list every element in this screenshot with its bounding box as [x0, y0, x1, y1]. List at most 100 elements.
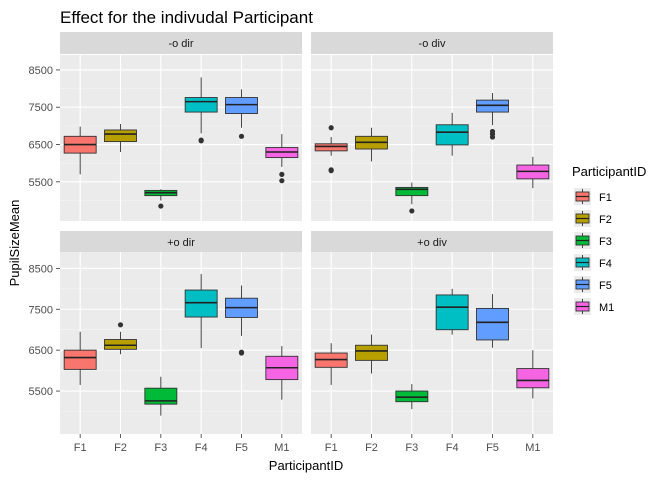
outlier-point: [328, 125, 334, 131]
box-f5: [476, 294, 509, 348]
facet-panel: -o div: [311, 32, 553, 221]
box-f5: [225, 89, 258, 139]
legend-item-f2: F2: [574, 210, 612, 227]
outlier-point: [198, 137, 204, 143]
x-tick-label: F4: [446, 442, 459, 454]
panel-background: [60, 252, 302, 434]
box-f4: [435, 288, 469, 335]
box-f1: [314, 343, 348, 385]
facet-strip-label: +o dir: [167, 237, 195, 249]
x-tick-label: F3: [405, 442, 418, 454]
outlier-point: [489, 134, 496, 140]
box-f1: [63, 126, 97, 175]
box-iqr: [144, 387, 178, 405]
outlier-point: [117, 322, 124, 328]
facet-panel: +o dir 5500 6500 7500 8500 F1 F2 F3 F4 F5 M1: [29, 231, 302, 454]
box-f1: [314, 125, 348, 174]
x-axis-title: ParticipantID: [269, 458, 343, 473]
box-iqr: [184, 289, 218, 318]
outlier-point: [238, 350, 245, 356]
facet-panels: -o dir 5500 6500 7500 8500 -o div +o dir 5500 65…: [29, 32, 553, 454]
box-iqr: [104, 129, 137, 142]
box-iqr: [395, 390, 429, 403]
box-f5: [225, 285, 258, 356]
box-iqr: [395, 186, 429, 197]
x-tick-label: F5: [235, 442, 248, 454]
box-m1: [516, 350, 550, 399]
facet-strip: [311, 231, 553, 253]
box-f1: [63, 331, 97, 385]
x-tick-label: M1: [274, 442, 289, 454]
box-iqr: [476, 307, 509, 341]
facet-panel: +o div F1 F2 F3 F4 F5 M1: [311, 231, 553, 454]
panel-background: [311, 252, 553, 434]
legend-label: M1: [599, 302, 614, 314]
legend-item-f5: F5: [574, 276, 612, 293]
y-tick-label: 7500: [29, 102, 53, 114]
legend-title: ParticipantID: [572, 164, 646, 179]
box-iqr: [314, 143, 348, 152]
x-tick-label: F3: [154, 442, 167, 454]
box-f2: [104, 124, 137, 152]
y-tick-label: 6500: [29, 140, 53, 152]
facet-strip: [60, 32, 302, 54]
panel-background: [60, 55, 302, 221]
y-tick-label: 8500: [29, 263, 53, 275]
legend-item-f1: F1: [574, 188, 612, 205]
x-tick-label: F2: [114, 442, 127, 454]
box-f2: [355, 334, 388, 374]
box-iqr: [184, 97, 218, 113]
facet-strip-label: -o div: [419, 38, 446, 50]
box-f4: [184, 77, 218, 144]
x-tick-label: F1: [325, 442, 338, 454]
outlier-point: [409, 208, 415, 214]
legend-label: F4: [599, 258, 612, 270]
box-f3: [395, 384, 429, 410]
facet-strip: [311, 32, 553, 54]
box-f2: [104, 322, 137, 355]
x-tick-label: F5: [486, 442, 499, 454]
box-m1: [265, 346, 299, 400]
box-f3: [144, 376, 178, 416]
legend-label: F5: [599, 280, 612, 292]
outlier-point: [328, 168, 334, 174]
box-f5: [476, 93, 509, 140]
facet-strip: [60, 231, 302, 253]
box-f3: [144, 189, 178, 209]
y-tick-label: 6500: [29, 345, 53, 357]
chart-title: Effect for the indivudal Participant: [60, 8, 313, 27]
box-f3: [395, 182, 429, 214]
legend-item-f3: F3: [574, 232, 612, 249]
legend-label: F2: [599, 214, 612, 226]
box-iqr: [355, 344, 388, 361]
box-iqr: [516, 368, 550, 389]
facet-panel: -o dir 5500 6500 7500 8500: [29, 32, 302, 221]
y-axis-title: PupilSizeMean: [7, 200, 22, 287]
box-iqr: [63, 349, 97, 370]
panel-background: [311, 55, 553, 221]
y-tick-label: 5500: [29, 386, 53, 398]
x-tick-label: F2: [365, 442, 378, 454]
box-f4: [435, 112, 469, 156]
facet-strip-label: -o dir: [168, 38, 193, 50]
box-m1: [516, 156, 550, 189]
y-tick-label: 7500: [29, 304, 53, 316]
outlier-point: [279, 171, 285, 177]
x-tick-label: F1: [74, 442, 87, 454]
box-iqr: [435, 294, 469, 331]
outlier-point: [279, 178, 285, 184]
outlier-point: [238, 133, 245, 139]
legend-item-f4: F4: [574, 254, 612, 271]
legend-item-m1: M1: [574, 298, 614, 315]
y-tick-label: 5500: [29, 177, 53, 189]
x-tick-label: F4: [195, 442, 208, 454]
legend-label: F3: [599, 236, 612, 248]
box-f2: [355, 127, 388, 162]
y-tick-label: 8500: [29, 65, 53, 77]
outlier-point: [158, 203, 164, 209]
legend-label: F1: [599, 192, 612, 204]
x-tick-label: M1: [525, 442, 540, 454]
facet-strip-label: +o div: [417, 237, 447, 249]
